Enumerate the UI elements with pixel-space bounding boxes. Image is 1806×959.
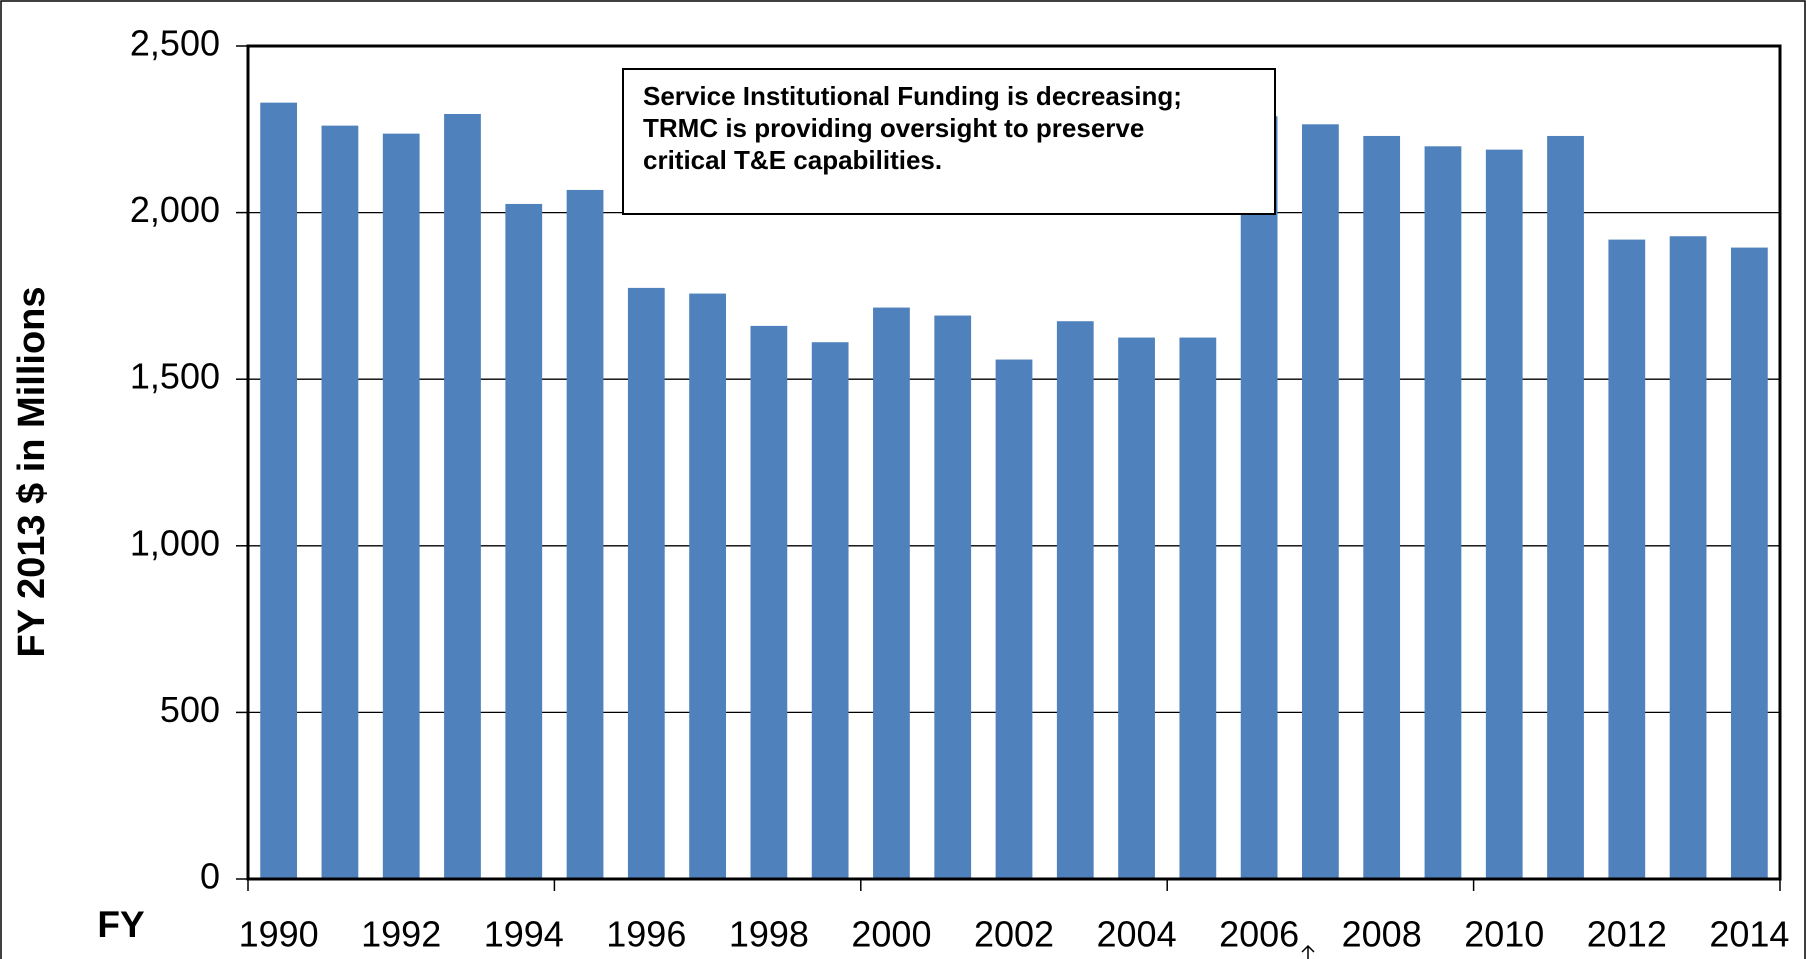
bar [1730,247,1768,879]
y-tick-label: 1,500 [130,356,220,397]
x-tick-label: 2006 [1219,914,1299,955]
x-tick-label: 1990 [239,914,319,955]
bar [934,315,972,879]
y-tick-label: 0 [200,856,220,897]
bar [1608,239,1646,879]
bar [321,125,359,879]
x-tick-label: 1996 [606,914,686,955]
bar [1179,337,1217,879]
bar [1302,124,1339,879]
y-tick-label: 500 [160,689,220,730]
x-tick-label: 2000 [851,914,931,955]
annotation-text: critical T&E capabilities. [643,145,942,175]
x-tick-label: 2002 [974,914,1054,955]
plot-border [246,44,1782,881]
bar [750,325,788,879]
annotation-box [622,68,1276,215]
bar [1669,236,1707,879]
x-tick-label: 2012 [1587,914,1667,955]
x-tick-label: 2008 [1342,914,1422,955]
annotation-text: TRMC is providing oversight to preserve [643,113,1144,143]
y-tick-label: 2,500 [130,23,220,64]
bar [811,342,849,879]
bar [382,133,420,880]
bar [873,307,910,879]
bar [689,293,726,879]
x-tick-label: 2010 [1464,914,1544,955]
bar [995,359,1033,879]
bar [1240,116,1278,880]
x-tick-label: 2004 [1097,914,1177,955]
bar [1424,146,1462,879]
x-axis-label: FY [97,904,145,945]
bar [627,287,665,879]
bar [1118,337,1155,879]
bar [260,102,298,880]
bar [1056,321,1094,879]
x-tick-label: 1992 [361,914,441,955]
annotation-text: Service Institutional Funding is decreas… [643,81,1182,111]
bar [1485,149,1523,880]
x-tick-label: 1994 [484,914,564,955]
bar [566,189,604,880]
y-axis-label: FY 2013 $ in Millions [11,287,53,658]
bar [444,113,481,880]
arrow [1301,944,1315,959]
bar [1363,135,1401,880]
bar [1547,135,1584,880]
x-tick-label: 1998 [729,914,809,955]
bar [505,203,543,880]
y-tick-label: 2,000 [130,189,220,230]
x-tick-label: 2014 [1709,914,1789,955]
y-tick-label: 1,000 [130,522,220,563]
